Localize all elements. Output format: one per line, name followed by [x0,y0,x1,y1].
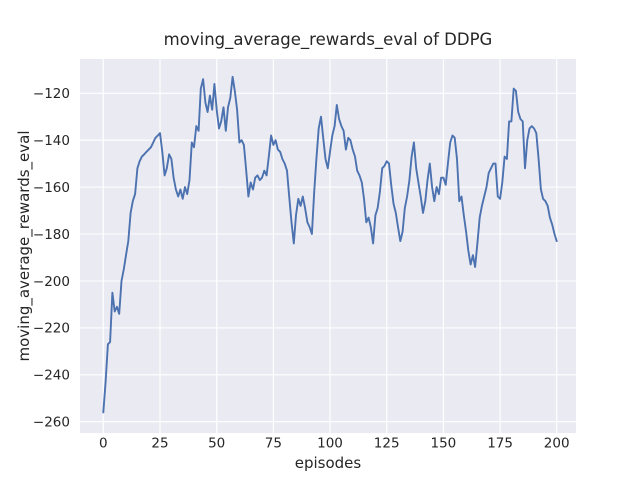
y-tick-label: −120 [33,86,70,102]
x-tick-label: 50 [208,436,225,452]
x-tick-label: 175 [487,436,513,452]
x-tick-label: 0 [99,436,108,452]
x-tick-label: 200 [544,436,570,452]
reward-line [102,75,558,414]
plot-layer: 0 25 50 75 100 125 150 175 200 −120 −140 −160 −180 −2… [33,59,576,452]
x-tick-label: 100 [317,436,343,452]
y-tick-label: −160 [33,180,70,196]
y-tick-label: −140 [33,133,70,149]
x-axis-label: episodes [295,454,362,472]
y-tick-label: −260 [33,415,70,431]
plot-background [80,59,576,433]
y-tick-label: −240 [33,368,70,384]
x-tick-label: 125 [374,436,400,452]
x-tick-label: 75 [265,436,282,452]
y-axis-label: moving_average_rewards_eval [15,131,34,362]
x-tick-label: 150 [431,436,457,452]
y-tick-label: −220 [33,321,70,337]
x-tick-label: 25 [151,436,168,452]
chart-title: moving_average_rewards_eval of DDPG [164,30,493,50]
y-tick-label: −180 [33,227,70,243]
y-tick-label: −200 [33,274,70,290]
